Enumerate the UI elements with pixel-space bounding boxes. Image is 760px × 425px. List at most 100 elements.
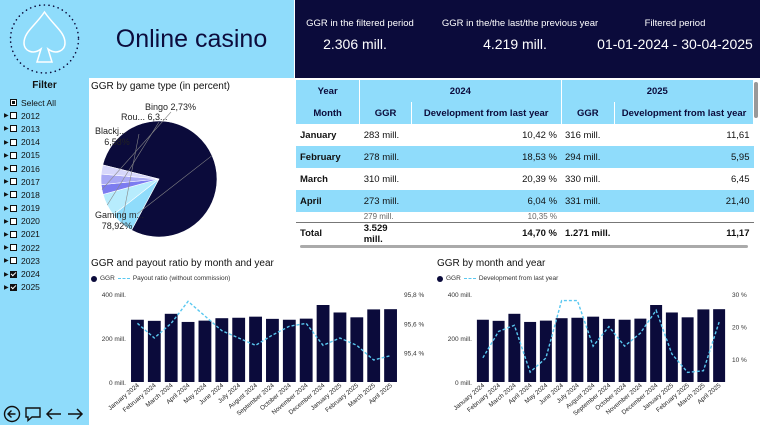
bar[interactable] [524,321,537,382]
year-filter-item[interactable]: ▶ 2016 [4,162,88,175]
bar[interactable] [587,316,600,382]
year-filter-item[interactable]: ▶ 2024 [4,267,88,280]
bar[interactable] [555,318,568,382]
table-row[interactable]: 279 mill. 10,35 % [296,212,754,222]
bar[interactable] [333,312,347,382]
bar[interactable] [508,313,521,382]
back-circle-icon[interactable] [3,405,21,423]
expand-arrow-icon[interactable]: ▶ [4,245,9,252]
month-cell: March [296,168,360,190]
year-checkbox[interactable] [10,244,17,252]
bar[interactable] [164,313,178,382]
year-filter-item[interactable]: ▶ 2017 [4,175,88,188]
bar[interactable] [618,319,631,382]
comment-icon[interactable] [24,405,42,423]
line-series[interactable] [482,299,720,374]
year-checkbox[interactable] [10,270,17,278]
bar[interactable] [282,319,296,382]
bar[interactable] [316,305,330,382]
year-checkbox[interactable] [10,112,17,120]
bar[interactable] [147,320,161,382]
bar[interactable] [602,318,615,382]
bar[interactable] [681,317,694,382]
select-all-item[interactable]: Select All [4,96,88,109]
ggr-2025-cell: 330 mill. [561,168,615,190]
year-checkbox[interactable] [10,257,17,265]
bar[interactable] [266,318,279,382]
expand-arrow-icon[interactable]: ▶ [4,126,9,133]
year-filter-item[interactable]: ▶ 2020 [4,215,88,228]
year-filter-item[interactable]: ▶ 2012 [4,109,88,122]
bar[interactable] [571,317,584,382]
table-row[interactable]: February 278 mill. 18,53 % 294 mill. 5,95 [296,146,754,168]
dev-2024-cell: 20,39 % [411,168,562,190]
bar[interactable] [476,319,489,382]
expand-arrow-icon[interactable]: ▶ [4,179,9,186]
year-filter-item[interactable]: ▶ 2015 [4,149,88,162]
bar[interactable] [249,316,262,382]
table-row[interactable]: April 273 mill. 6,04 % 331 mill. 21,40 [296,190,754,212]
bar[interactable] [492,320,505,382]
select-all-checkbox[interactable] [10,99,17,107]
table-horizontal-scrollbar[interactable] [300,245,748,248]
year-filter-item[interactable]: ▶ 2023 [4,254,88,267]
year-filter-item[interactable]: ▶ 2019 [4,202,88,215]
year-label: 2019 [21,203,40,214]
bar[interactable] [198,320,212,382]
year-filter-item[interactable]: ▶ 2021 [4,228,88,241]
table-vertical-scrollbar[interactable] [754,82,758,118]
bar[interactable] [299,318,313,382]
year-checkbox[interactable] [10,178,17,186]
arrow-right-icon[interactable] [66,405,84,423]
arrow-left-icon[interactable] [45,405,63,423]
expand-arrow-icon[interactable]: ▶ [4,152,9,159]
bar[interactable] [131,319,144,382]
year-checkbox[interactable] [10,217,17,225]
bar[interactable] [539,320,552,382]
year-filter-item[interactable]: ▶ 2013 [4,122,88,135]
table-row[interactable]: January 283 mill. 10,42 % 316 mill. 11,61 [296,124,754,146]
bar[interactable] [232,317,246,382]
bar[interactable] [181,321,195,382]
expand-arrow-icon[interactable]: ▶ [4,205,9,212]
bar[interactable] [215,318,229,382]
expand-arrow-icon[interactable]: ▶ [4,271,9,278]
year-checkbox[interactable] [10,191,17,199]
bar[interactable] [384,309,397,382]
line-series[interactable] [136,300,391,361]
bar[interactable] [697,309,710,382]
kpi-label-period: Filtered period [644,18,706,29]
year-filter-item[interactable]: ▶ 2014 [4,136,88,149]
bar[interactable] [713,309,726,382]
pie-slice[interactable] [100,164,160,180]
bar[interactable] [634,318,647,382]
expand-arrow-icon[interactable]: ▶ [4,166,9,173]
select-all-label: Select All [21,97,56,108]
year-checkbox[interactable] [10,283,17,291]
expand-arrow-icon[interactable]: ▶ [4,258,9,265]
year-checkbox[interactable] [10,151,17,159]
expand-arrow-icon[interactable]: ▶ [4,218,9,225]
year-filter-item[interactable]: ▶ 2018 [4,188,88,201]
year-checkbox[interactable] [10,165,17,173]
year-filter-item[interactable]: ▶ 2022 [4,241,88,254]
expand-arrow-icon[interactable]: ▶ [4,139,9,146]
bar[interactable] [350,317,364,382]
pie-leader-line [136,155,213,215]
bar[interactable] [665,312,678,382]
expand-arrow-icon[interactable]: ▶ [4,192,9,199]
bar[interactable] [650,305,663,382]
y2-tick-label: 20 % [732,325,747,332]
year-filter-item[interactable]: ▶ 2025 [4,281,88,294]
kpi-value-period: 01-01-2024 - 30-04-2025 [597,36,753,52]
year-checkbox[interactable] [10,125,17,133]
expand-arrow-icon[interactable]: ▶ [4,284,9,291]
year-checkbox[interactable] [10,230,17,238]
expand-arrow-icon[interactable]: ▶ [4,113,9,120]
year-checkbox[interactable] [10,138,17,146]
year-checkbox[interactable] [10,204,17,212]
bar[interactable] [367,309,381,382]
expand-arrow-icon[interactable]: ▶ [4,231,9,238]
table-row[interactable]: March 310 mill. 20,39 % 330 mill. 6,45 [296,168,754,190]
pie-slice[interactable] [102,120,218,238]
